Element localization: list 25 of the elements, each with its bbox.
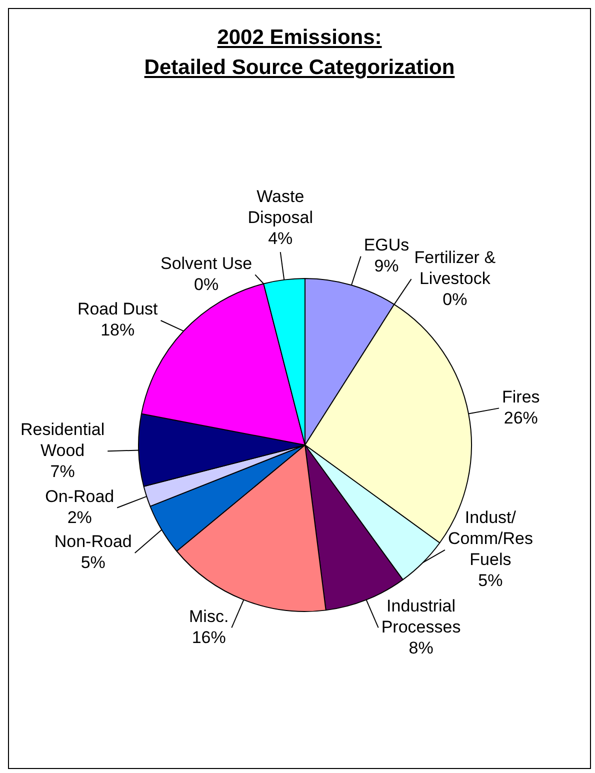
category-label: Solvent Use	[160, 254, 252, 273]
slice-label: EGUs	[364, 235, 410, 254]
data-label: 5%	[478, 571, 503, 590]
slice-label: On-Road	[45, 486, 114, 506]
data-label: 16%	[192, 628, 226, 647]
slice-label: Waste Disposal	[248, 187, 313, 228]
slice-label: Non-Road	[54, 532, 132, 552]
slice-label: Residential Wood	[20, 420, 105, 460]
data-label: 2%	[67, 508, 92, 527]
slice-label: Fires	[502, 387, 540, 406]
slice-label: Indust/Comm/Res Fuels	[448, 508, 533, 570]
category-label: Fertilizer & Livestock	[414, 248, 496, 288]
data-label: 26%	[504, 408, 538, 428]
data-label: 18%	[100, 320, 135, 340]
data-label: 4%	[268, 229, 293, 248]
data-label: 8%	[408, 638, 434, 658]
slice-label: Road Dust	[77, 300, 158, 319]
data-label: 9%	[374, 256, 399, 276]
data-label: 5%	[80, 553, 106, 572]
text: 0%	[442, 290, 468, 309]
slice-label: Misc.	[188, 606, 229, 626]
data-label: 7%	[50, 462, 75, 481]
slice-label: Industrial Processes	[381, 596, 461, 636]
text: 0%	[194, 274, 219, 294]
chart-title: 2002 Emissions: Detailed Source Categorization	[143, 25, 456, 81]
